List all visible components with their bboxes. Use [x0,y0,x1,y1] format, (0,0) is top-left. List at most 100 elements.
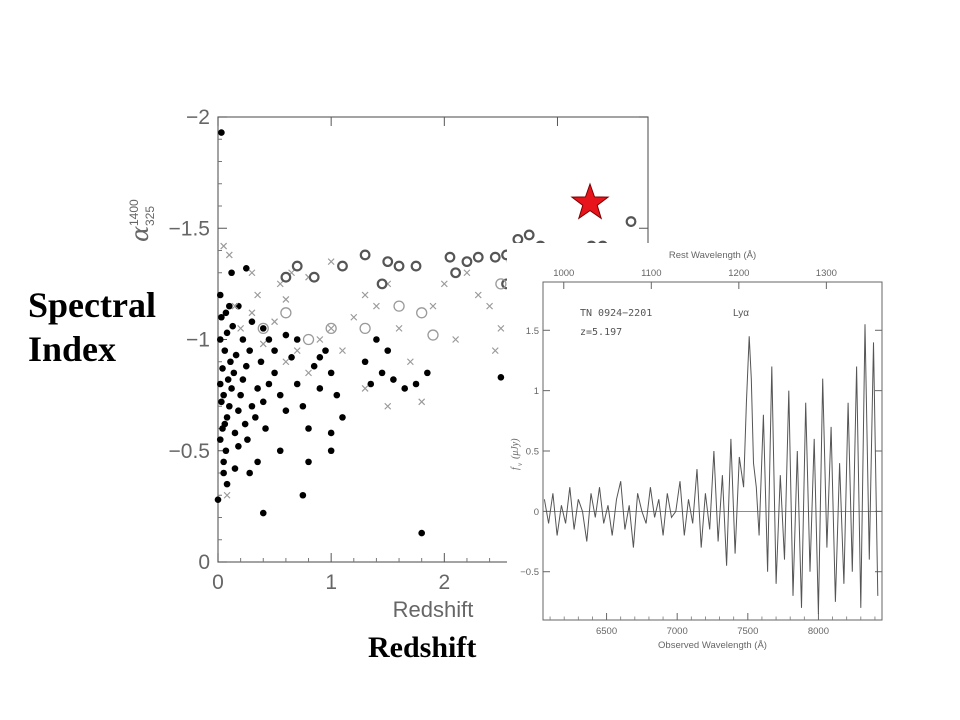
scatter-point-open [325,322,337,335]
scatter-x-tick-label: 2 [438,571,450,594]
scatter-point-open-thick [337,260,348,272]
scatter-point-filled [221,420,229,428]
scatter-y-tick-label: −0.5 [169,440,210,463]
scatter-point-filled [497,374,505,381]
scatter-point-filled [235,407,242,415]
scatter-point-cross [339,347,346,355]
scatter-point-filled [239,336,247,343]
scatter-point-filled [214,496,222,504]
scatter-point-filled [254,458,261,466]
spectrum-inset-plot: 6500 7000 7500 8000 1000 1100 1200 1300 −0.5 0 0.5… [507,243,887,651]
scatter-point-open [495,278,507,290]
scatter-point-cross [237,324,245,332]
scatter-x-tick-label: 0 [212,571,224,594]
scatter-point-filled [246,469,253,477]
scatter-point-filled [222,447,230,455]
scatter-point-cross [350,313,358,321]
scatter-point-filled [248,318,256,326]
scatter-point-filled [271,369,278,377]
scatter-point-filled [418,529,425,537]
scatter-point-filled [276,447,284,455]
scatter-point-filled [220,469,227,477]
scatter-y-label-sub: 325 [143,206,157,226]
scatter-x-axis-label: Redshift [393,597,474,622]
scatter-point-open-thick [512,233,524,245]
scatter-point-cross [384,402,392,410]
scatter-point-filled [378,369,386,377]
scatter-x-tick-label: 1 [325,571,337,594]
scatter-point-filled [216,380,224,388]
scatter-point-filled [316,354,324,361]
scatter-point-open [416,307,428,319]
scatter-point-filled [390,376,397,383]
scatter-point-filled [232,351,240,359]
scatter-point-filled [231,429,239,437]
scatter-point-filled [242,362,250,370]
scatter-point-filled [239,376,247,383]
scatter-point-cross [220,242,228,250]
scatter-point-filled [230,369,238,377]
scatter-point-filled [288,354,295,361]
scatter-point-open-thick [523,229,535,241]
scatter-point-filled [216,436,224,443]
scatter-point-cross [282,296,290,303]
scatter-y-tick-label: −2 [186,106,210,129]
spectrum-series-line [543,324,879,615]
scatter-point-cross [225,251,233,259]
spectrum-top-tick-label: 1100 [641,268,661,279]
scatter-point-filled [254,385,261,392]
scatter-point-open-thick [359,249,371,261]
scatter-point-cross [418,398,426,406]
spectrum-lya-annotation: Lyα [733,308,749,319]
scatter-point-filled [216,291,224,299]
scatter-point-filled [228,269,235,277]
scatter-point-cross [361,291,369,299]
slide-x-label: Redshift [368,631,477,664]
scatter-point-cross [497,324,505,332]
scatter-point-filled [271,347,278,354]
spectrum-x-tick-label: 7500 [737,626,758,637]
spectrum-y-tick-label: 1 [534,386,539,397]
spectrum-y-label-symbol: f [510,466,521,470]
spectrum-y-tick-label: 1.5 [526,326,539,337]
scatter-point-cross [429,302,437,310]
scatter-point-filled [276,391,284,399]
scatter-point-open-thick [308,271,320,283]
scatter-point-open [427,329,439,341]
scatter-point-filled [316,385,324,392]
scatter-point-filled [224,376,232,383]
scatter-point-filled [218,129,225,136]
spectrum-x-tick-label: 6500 [596,626,617,637]
scatter-point-cross [361,385,369,392]
scatter-point-cross [259,340,267,348]
scatter-point-filled [259,509,267,517]
scatter-point-filled [221,347,229,354]
scatter-point-filled [282,407,290,415]
scatter-point-cross [276,280,284,288]
scatter-point-open-thick [444,251,456,263]
scatter-point-open-thick [450,267,462,279]
spectrum-x-axis-label: Observed Wavelength (Å) [658,640,767,651]
scatter-point-cross [327,324,335,332]
scatter-point-cross [316,336,324,343]
scatter-point-filled [223,329,231,337]
scatter-point-cross [248,269,256,277]
scatter-point-filled [216,336,224,343]
scatter-point-open [302,333,315,346]
scatter-point-open [359,322,371,335]
scatter-point-cross [406,358,414,366]
scatter-point-cross [305,369,312,377]
scatter-point-filled [235,443,242,450]
scatter-y-tick-label: 0 [198,551,210,574]
scatter-point-cross [293,347,301,355]
spectrum-object-name: TN 0924−2201 [580,308,652,319]
scatter-point-filled [373,336,380,343]
spectrum-y-tick-label: 0.5 [526,447,539,458]
scatter-point-filled [227,358,234,366]
spectrum-y-axis-label: fν (μJy) [510,438,524,470]
slide-y-label-line1: Spectral [28,285,156,325]
scatter-point-filled [242,265,250,272]
